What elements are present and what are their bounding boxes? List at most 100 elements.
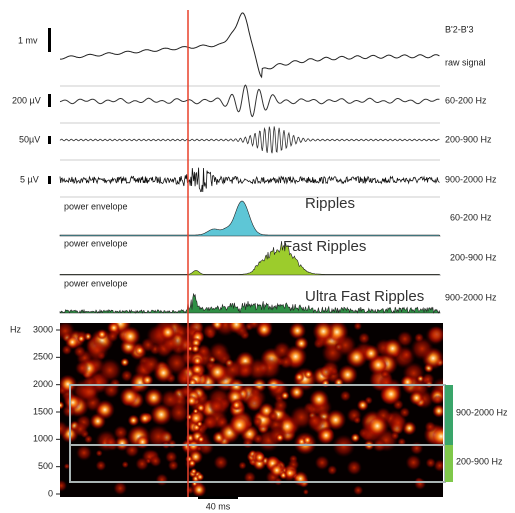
y-tick-label: 1500 — [33, 406, 53, 416]
spectral-blob — [405, 454, 422, 471]
spectral-blob — [196, 420, 204, 428]
spectral-blob — [95, 460, 107, 471]
spectral-blob — [113, 425, 129, 440]
spectral-blob — [77, 380, 100, 403]
waveform — [59, 126, 440, 154]
spectral-blob — [64, 393, 82, 412]
spectral-blob — [192, 356, 203, 366]
spectral-blob — [269, 463, 285, 478]
spectral-blob — [388, 413, 408, 433]
spectral-blob — [60, 420, 69, 437]
scale-label: 50µV — [19, 134, 40, 144]
time-scale-label: 40 ms — [206, 501, 231, 511]
y-tick-label: 1000 — [33, 434, 53, 444]
spectral-blob — [124, 442, 140, 458]
spectral-blob — [213, 455, 229, 470]
spectral-blob — [353, 323, 363, 331]
envelope-caption: power envelope — [64, 201, 128, 211]
spectral-blob — [253, 417, 263, 427]
y-tick-label: 2500 — [33, 352, 53, 362]
spectral-blob — [138, 412, 152, 425]
spectral-blob — [119, 326, 141, 347]
spectral-blob — [321, 378, 330, 388]
spectral-blob — [168, 402, 190, 424]
spectral-blob — [288, 323, 307, 340]
spectral-blob — [94, 399, 115, 420]
waveform — [59, 84, 440, 118]
spectral-blob — [120, 369, 133, 382]
spectral-blob — [380, 383, 403, 406]
band-label: 200-900 Hz — [456, 456, 503, 466]
spectral-blob — [85, 338, 109, 363]
channel-label: B'2-B'3 — [445, 24, 473, 34]
spectral-blob — [196, 472, 205, 482]
spectral-blob — [358, 332, 371, 345]
spectral-blob — [95, 449, 103, 457]
band-label: 900-2000 Hz — [456, 407, 508, 417]
spectral-blob — [433, 394, 443, 404]
spectral-blob — [120, 357, 130, 367]
spectral-blob — [104, 436, 117, 449]
spectral-blob — [238, 461, 247, 470]
spectral-blob — [113, 481, 128, 496]
spectral-blob — [167, 459, 179, 471]
spectral-blob — [410, 441, 424, 455]
spectral-blob — [72, 421, 89, 437]
spectral-blob — [247, 323, 261, 330]
spectral-blob — [333, 377, 344, 388]
spectral-blob — [244, 387, 267, 409]
band-marker — [445, 445, 453, 482]
spectral-blob — [334, 334, 357, 357]
spectral-blob — [190, 344, 201, 354]
spectral-blob — [273, 398, 289, 413]
spectral-blob — [254, 452, 266, 464]
spectral-blob — [322, 360, 340, 378]
spectral-blob — [60, 479, 68, 492]
spectral-blob — [353, 416, 362, 425]
spectral-blob — [76, 444, 92, 461]
envelope — [59, 200, 441, 237]
spectral-blob — [242, 437, 254, 449]
spectral-blob — [187, 377, 198, 388]
spectral-blob — [188, 459, 197, 468]
spectral-blob — [60, 401, 65, 410]
spectral-blob — [425, 325, 443, 346]
time-scale-bar — [198, 496, 238, 499]
spectral-blob — [243, 471, 256, 484]
spectral-blob — [339, 390, 351, 402]
spectral-blob — [356, 399, 369, 412]
spectral-blob — [255, 323, 273, 339]
envelope-title: Ultra Fast Ripples — [305, 288, 424, 305]
spectral-blob — [292, 470, 309, 487]
scale-label: 200 µV — [12, 95, 41, 105]
trace-label: 900-2000 Hz — [445, 174, 497, 184]
spectral-blob — [75, 360, 90, 376]
spectral-blob — [400, 348, 413, 362]
spectral-blob — [424, 421, 436, 433]
spectral-blob — [414, 332, 425, 343]
spectral-blob — [134, 345, 146, 356]
spectral-blob — [63, 463, 70, 470]
spectral-blob — [421, 372, 435, 386]
spectral-blob — [425, 457, 436, 469]
spectral-blob — [192, 408, 199, 415]
envelope-label: 900-2000 Hz — [445, 292, 497, 302]
spectral-blob — [206, 361, 229, 383]
spectral-blob — [226, 323, 246, 334]
spectral-blob — [353, 485, 364, 496]
spectral-blob — [73, 345, 86, 358]
waveform — [59, 167, 440, 193]
y-tick-label: 500 — [38, 461, 53, 471]
trace-label: raw signal — [445, 57, 486, 67]
spectral-blob — [228, 414, 251, 437]
spectral-blob — [409, 390, 425, 406]
spectral-blob — [141, 374, 154, 387]
spectral-blob — [149, 454, 162, 468]
scale-label: 5 µV — [20, 174, 39, 184]
spectral-blob — [60, 323, 76, 341]
spectral-blob — [127, 414, 140, 427]
spectral-blob — [280, 391, 290, 401]
spectral-blob — [382, 338, 403, 359]
spectral-blob — [98, 358, 122, 383]
spectral-blob — [362, 344, 380, 363]
